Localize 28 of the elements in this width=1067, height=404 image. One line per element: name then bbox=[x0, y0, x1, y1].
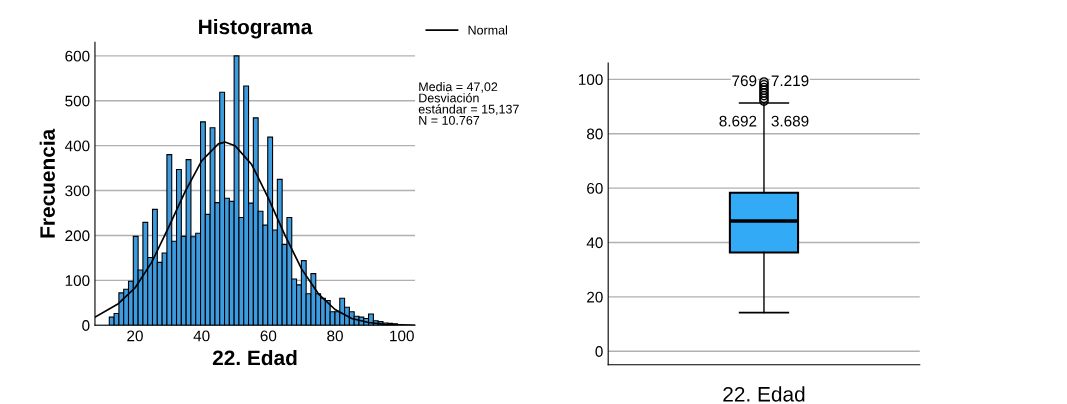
x-axis-title: 22. Edad bbox=[723, 386, 805, 402]
legend-label: Normal bbox=[468, 25, 508, 35]
y-tick-label: 200 bbox=[65, 230, 90, 242]
annotation: 769 bbox=[732, 75, 757, 87]
y-tick-label: 100 bbox=[65, 275, 90, 287]
x-axis-title: 22. Edad bbox=[212, 349, 297, 366]
annotation: 3.689 bbox=[771, 115, 809, 127]
y-tick-label: 0 bbox=[595, 346, 603, 357]
annotation: 8.692 bbox=[719, 115, 757, 127]
x-tick-label: 20 bbox=[127, 330, 143, 342]
y-tick-label: 60 bbox=[587, 182, 603, 194]
y-tick-label: 80 bbox=[587, 128, 603, 140]
y-tick-label: 0 bbox=[82, 320, 90, 331]
chart-title: Histograma bbox=[199, 18, 313, 39]
y-tick-label: 600 bbox=[65, 50, 90, 62]
x-tick-label: 80 bbox=[327, 330, 343, 342]
x-tick-label: 60 bbox=[260, 330, 277, 342]
text: Media = 47,02 Desviación estándar = 15,137 N = 10.767 bbox=[418, 82, 519, 125]
y-tick-label: 400 bbox=[64, 140, 90, 152]
x-tick-label: 40 bbox=[193, 330, 210, 342]
y-tick-label: 300 bbox=[65, 185, 90, 197]
annotation: 7.219 bbox=[771, 75, 809, 87]
y-axis-title: Frecuencia bbox=[39, 128, 55, 238]
y-tick-label: 500 bbox=[65, 95, 90, 107]
y-tick-label: 40 bbox=[586, 237, 603, 249]
y-tick-label: 20 bbox=[587, 291, 603, 303]
y-tick-label: 100 bbox=[579, 74, 603, 86]
x-tick-label: 100 bbox=[390, 330, 414, 342]
